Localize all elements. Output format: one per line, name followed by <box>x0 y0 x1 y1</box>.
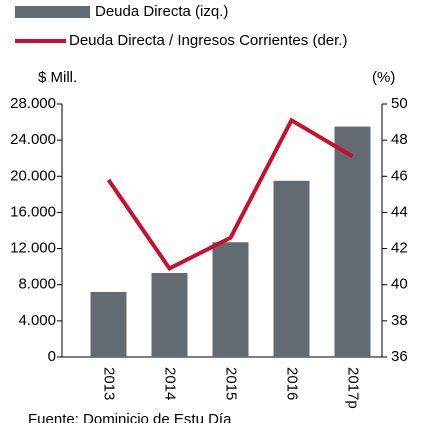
y2-axis-label: (%) <box>372 69 395 86</box>
bar <box>151 272 188 357</box>
x-tick-label: 2016 <box>284 367 301 400</box>
bar <box>212 242 249 357</box>
legend-label: Deuda Directa / Ingresos Corrientes (der… <box>69 32 347 49</box>
y2-tick-label: 38 <box>391 312 408 329</box>
x-tick-label: 2013 <box>101 367 118 400</box>
y-tick-label: 20.000 <box>10 167 56 184</box>
y-tick-label: 12.000 <box>10 240 56 257</box>
y2-tick-label: 46 <box>391 167 408 184</box>
legend-swatch <box>15 6 90 18</box>
bar <box>334 126 371 357</box>
y2-tick-label: 42 <box>391 240 408 257</box>
y2-tick-label: 36 <box>391 348 408 365</box>
y2-tick-label: 40 <box>391 276 408 293</box>
y-tick-label: 16.000 <box>10 203 56 220</box>
y-axis-label: $ Mill. <box>38 69 77 86</box>
legend-label: Deuda Directa (izq.) <box>95 3 228 20</box>
y2-tick-label: 50 <box>391 95 408 112</box>
x-tick-label: 2017p <box>345 367 362 409</box>
line <box>106 117 354 272</box>
y-tick-label: 0 <box>48 348 56 365</box>
bar <box>273 180 310 357</box>
y-tick-label: 28.000 <box>10 95 56 112</box>
x-tick-label: 2015 <box>223 367 240 400</box>
source: Fuente: Dominicio de Estu Día <box>28 411 232 423</box>
y2-tick-label: 48 <box>391 131 408 148</box>
bar <box>90 291 127 357</box>
y-tick-label: 4.000 <box>18 312 56 329</box>
y2-tick-label: 44 <box>391 203 408 220</box>
x-tick-label: 2014 <box>162 367 179 400</box>
y-tick-label: 24.000 <box>10 131 56 148</box>
y-tick-label: 8.000 <box>18 276 56 293</box>
